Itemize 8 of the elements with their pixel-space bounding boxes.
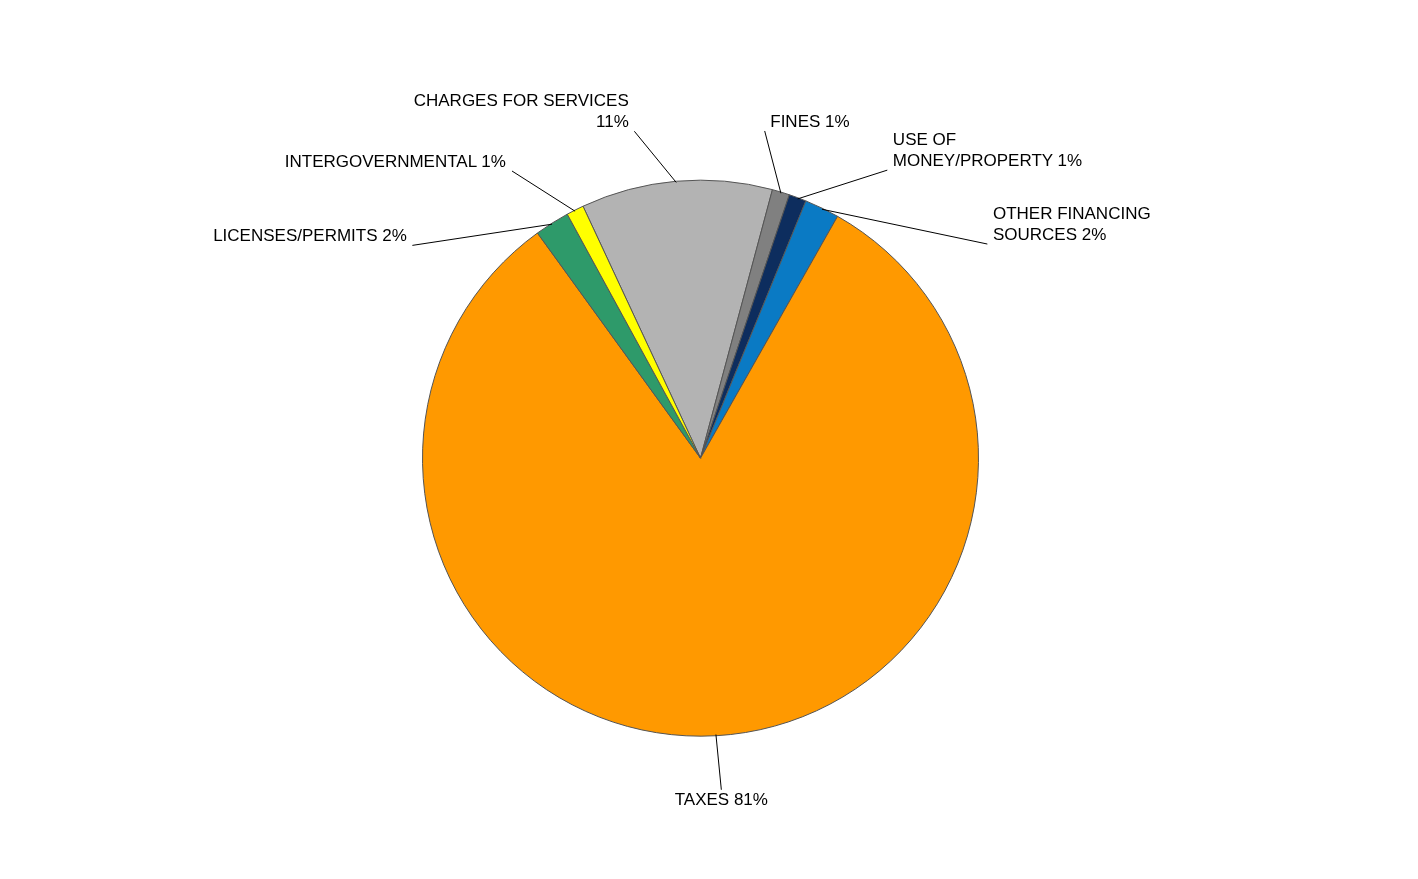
slice-label: OTHER FINANCING SOURCES 2% [992,204,1151,245]
slice-label: CHARGES FOR SERVICES [413,91,629,111]
slice-label: FINES 1% [770,111,850,131]
data-label: 11% [596,112,629,132]
slice-label: LICENSES/PERMITS 2% [213,226,407,246]
slice-label: USE OF MONEY/PROPERTY 1% [892,130,1083,171]
slice-label: INTERGOVERNMENTAL 1% [284,152,506,172]
slice-label: TAXES 81% [674,789,768,809]
